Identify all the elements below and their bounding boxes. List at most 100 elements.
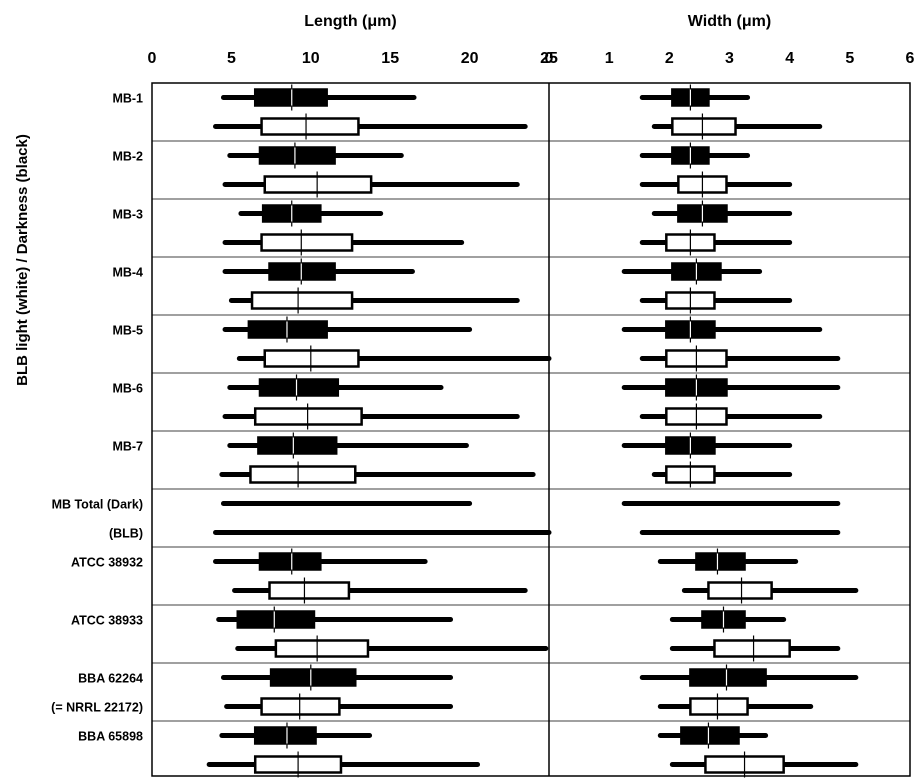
row-label: MB-6: [112, 382, 143, 396]
iqr-box: [671, 117, 737, 136]
box-width-3-dark: [621, 258, 763, 285]
box-width-1-blb: [639, 171, 793, 198]
iqr-box: [707, 581, 773, 600]
iqr-box: [689, 668, 767, 687]
box-width-11-dark: [639, 664, 859, 691]
panels: Length (μm) 0 5 10 15 20 25 Width (μm) 0 1 2 3 4 5 6: [148, 13, 915, 778]
box-length-11-blb: [224, 693, 454, 720]
tick-label-width-0: 0: [545, 50, 554, 67]
box-length-0-blb: [213, 113, 528, 140]
box-width-5-dark: [621, 374, 841, 401]
box-length-1-dark: [227, 142, 404, 169]
iqr-box: [263, 349, 360, 368]
iqr-box: [260, 697, 341, 716]
iqr-box: [260, 233, 354, 252]
box-length-10-dark: [216, 606, 454, 633]
iqr-box: [269, 668, 357, 687]
tick-label-width-3: 3: [725, 50, 734, 67]
tick-label-length-10: 10: [302, 50, 320, 67]
box-width-4-dark: [621, 316, 823, 343]
box-length-1-blb: [222, 171, 520, 198]
box-length-13-blb: [206, 751, 481, 778]
y-axis-title: BLB light (white) / Darkness (black): [14, 134, 31, 386]
tick-label-length-25: 25: [540, 50, 558, 67]
box-width-10-dark: [669, 606, 787, 633]
box-length-11-dark: [220, 664, 454, 691]
box-length-3-blb: [228, 287, 520, 314]
box-length-9-dark: [213, 548, 428, 575]
iqr-box: [258, 552, 322, 571]
row-label: MB-5: [112, 324, 143, 338]
box-width-13-dark: [657, 722, 769, 749]
plot-border: [151, 82, 911, 777]
box-width-0-blb: [651, 113, 823, 140]
box-length-5-blb: [222, 403, 520, 430]
box-width-9-blb: [681, 577, 859, 604]
box-length-6-dark: [227, 432, 469, 459]
row-label: ATCC 38932: [71, 556, 143, 570]
axis-title-length: Length (μm): [304, 13, 396, 30]
panel-length: Length (μm) 0 5 10 15 20 25: [148, 13, 558, 778]
tick-label-width-6: 6: [906, 50, 915, 67]
box-length-2-blb: [222, 229, 465, 256]
iqr-box: [268, 262, 336, 281]
iqr-box: [713, 639, 791, 658]
box-width-11-blb: [657, 693, 814, 720]
box-length-4-dark: [222, 316, 473, 343]
iqr-box: [253, 407, 363, 426]
iqr-box: [274, 639, 370, 658]
box-length-4-blb: [236, 345, 552, 372]
box-length-13-dark: [219, 722, 373, 749]
row-label: BBA 65898: [78, 730, 143, 744]
box-length-3-dark: [222, 258, 415, 285]
iqr-box: [247, 320, 328, 339]
box-length-6-blb: [219, 461, 536, 488]
tick-label-width-1: 1: [605, 50, 614, 67]
row-label: MB-2: [112, 150, 143, 164]
tick-label-width-2: 2: [665, 50, 674, 67]
iqr-box: [258, 378, 340, 397]
tick-label-width-4: 4: [785, 50, 794, 67]
box-width-6-dark: [621, 432, 793, 459]
box-width-10-blb: [669, 635, 841, 662]
iqr-box: [250, 291, 354, 310]
row-label: MB-3: [112, 208, 143, 222]
iqr-box: [253, 88, 328, 107]
tick-label-width-5: 5: [845, 50, 854, 67]
iqr-box: [689, 697, 749, 716]
tick-label-length-0: 0: [148, 50, 157, 67]
iqr-box: [268, 581, 351, 600]
box-length-5-dark: [227, 374, 444, 401]
iqr-box: [260, 117, 360, 136]
iqr-box: [249, 465, 357, 484]
box-width-13-blb: [669, 751, 859, 778]
row-label: (= NRRL 22172): [51, 701, 143, 715]
box-length-2-dark: [238, 200, 384, 227]
tick-label-length-20: 20: [461, 50, 479, 67]
tick-label-length-5: 5: [227, 50, 236, 67]
row-label: (BLB): [109, 527, 143, 541]
box-width-4-blb: [639, 345, 841, 372]
box-width-9-dark: [657, 548, 799, 575]
iqr-box: [258, 146, 336, 165]
tick-label-length-15: 15: [381, 50, 399, 67]
box-width-0-dark: [639, 84, 751, 111]
box-width-1-dark: [639, 142, 751, 169]
iqr-box: [263, 175, 373, 194]
box-width-5-blb: [639, 403, 823, 430]
iqr-box: [236, 610, 316, 629]
iqr-box: [257, 436, 338, 455]
box-length-0-dark: [220, 84, 417, 111]
row-label: MB-1: [112, 92, 143, 106]
box-length-9-blb: [232, 577, 528, 604]
box-width-6-blb: [651, 461, 793, 488]
iqr-box: [695, 552, 746, 571]
row-label: BBA 62264: [78, 672, 143, 686]
row-label: MB-4: [112, 266, 143, 280]
row-label: MB Total (Dark): [52, 498, 143, 512]
panel-width: Width (μm) 0 1 2 3 4 5 6: [545, 13, 915, 778]
box-width-2-blb: [639, 229, 793, 256]
row-labels: MB-1 MB-2 MB-3 MB-4 MB-5 MB-6 MB-7 MB Total (Da…: [51, 92, 143, 744]
row-label: ATCC 38933: [71, 614, 143, 628]
